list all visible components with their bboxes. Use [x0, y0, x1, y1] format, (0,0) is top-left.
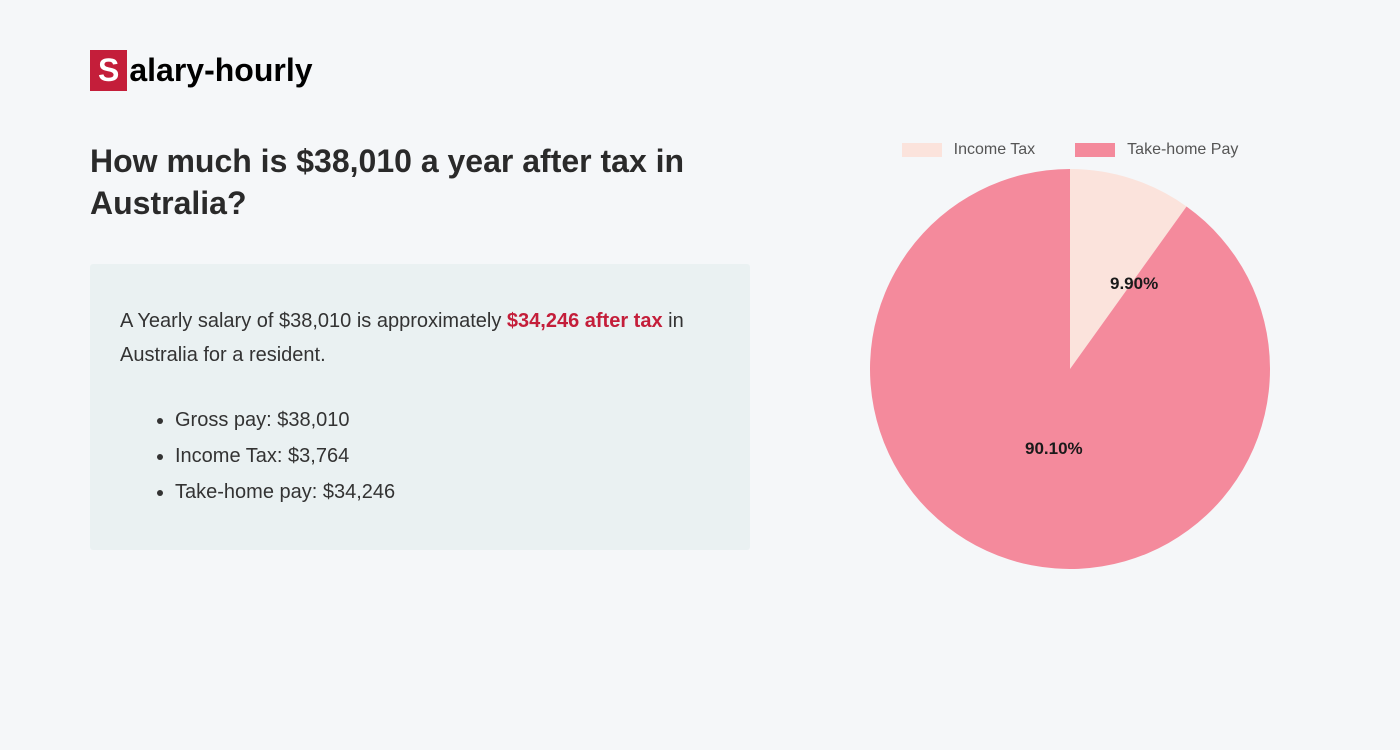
list-item: Take-home pay: $34,246 — [175, 474, 720, 510]
legend-item-tax: Income Tax — [902, 141, 1036, 159]
summary-box: A Yearly salary of $38,010 is approximat… — [90, 264, 750, 550]
list-item: Gross pay: $38,010 — [175, 402, 720, 438]
text-panel: How much is $38,010 a year after tax in … — [90, 141, 750, 569]
list-item: Income Tax: $3,764 — [175, 438, 720, 474]
logo-rest: alary-hourly — [129, 52, 312, 89]
chart-panel: Income Tax Take-home Pay 9.90% 90.10% — [830, 141, 1310, 569]
pie-slice — [870, 169, 1270, 569]
pie-label-tax: 9.90% — [1110, 274, 1158, 294]
page-title: How much is $38,010 a year after tax in … — [90, 141, 750, 224]
site-logo: Salary-hourly — [90, 50, 1310, 91]
pie-chart: 9.90% 90.10% — [870, 169, 1270, 569]
legend-label-takehome: Take-home Pay — [1127, 141, 1238, 159]
summary-before: A Yearly salary of $38,010 is approximat… — [120, 310, 507, 332]
pie-label-takehome: 90.10% — [1025, 439, 1083, 459]
legend-label-tax: Income Tax — [954, 141, 1036, 159]
pie-svg — [870, 169, 1270, 569]
summary-highlight: $34,246 after tax — [507, 310, 663, 332]
summary-text: A Yearly salary of $38,010 is approximat… — [120, 304, 720, 372]
breakdown-list: Gross pay: $38,010 Income Tax: $3,764 Ta… — [120, 402, 720, 510]
main-content: How much is $38,010 a year after tax in … — [90, 141, 1310, 569]
logo-prefix: S — [90, 50, 127, 91]
legend-item-takehome: Take-home Pay — [1075, 141, 1238, 159]
chart-legend: Income Tax Take-home Pay — [902, 141, 1239, 159]
legend-swatch-takehome — [1075, 143, 1115, 157]
legend-swatch-tax — [902, 143, 942, 157]
